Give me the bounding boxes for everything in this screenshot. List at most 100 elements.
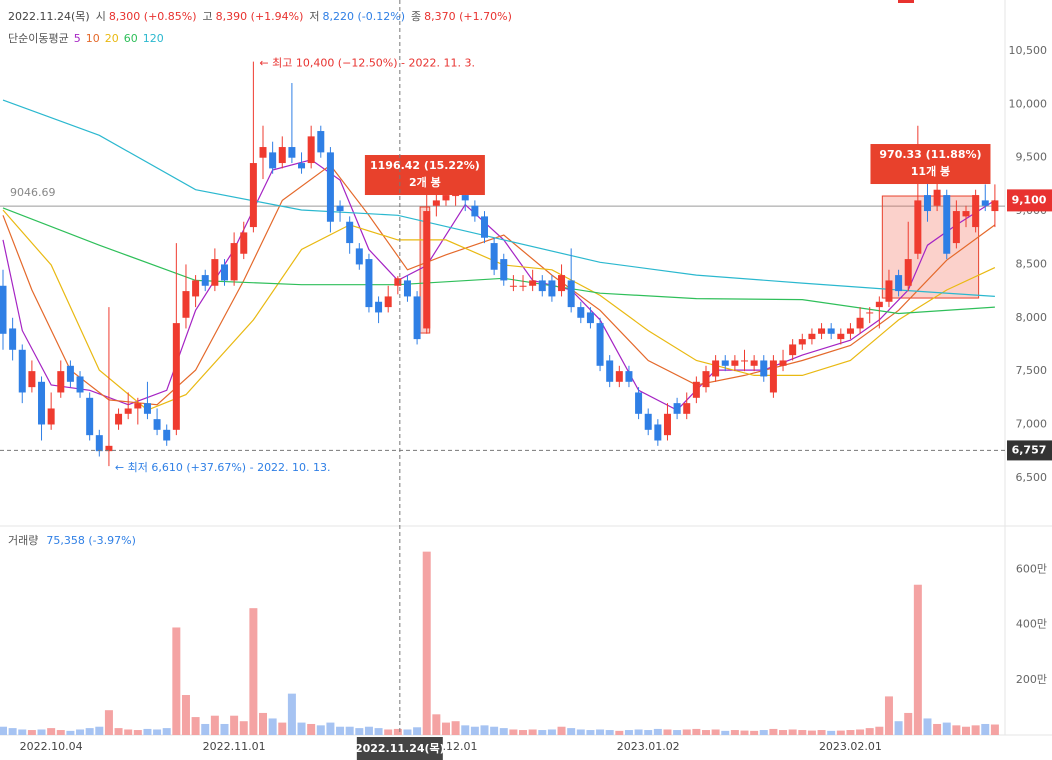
candle-body <box>38 381 46 425</box>
candle-body <box>172 323 180 430</box>
volume-bar <box>538 730 547 735</box>
candle-body <box>895 275 903 292</box>
volume-bar <box>615 730 624 735</box>
candle-body <box>432 200 440 206</box>
volume-bar <box>18 729 27 735</box>
volume-bar <box>326 722 335 735</box>
candle-body <box>798 339 806 345</box>
x-tick-label: 2022.11.01 <box>203 740 266 753</box>
volume-bar <box>0 726 7 735</box>
candle-body <box>972 195 980 228</box>
volume-bar <box>384 729 393 735</box>
volume-bar <box>788 729 797 735</box>
candle-body <box>654 424 662 441</box>
candle-body <box>558 275 566 292</box>
volume-bar <box>576 729 585 735</box>
ma-legend-entry: 120 <box>143 32 164 45</box>
volume-bar <box>779 730 788 735</box>
volume-bar <box>220 723 229 735</box>
volume-bar <box>259 712 268 735</box>
volume-bar <box>827 730 836 735</box>
volume-bar <box>422 551 431 735</box>
candle-body <box>365 259 373 308</box>
candle-body <box>529 280 537 286</box>
volume-bar <box>740 730 749 735</box>
volume-bar <box>971 725 980 735</box>
y-tick-label: 9,500 <box>1016 151 1048 164</box>
candle-body <box>57 371 65 393</box>
candle-body <box>124 408 132 414</box>
candle-body <box>923 195 931 212</box>
volume-bar <box>461 725 470 735</box>
candle-body <box>18 349 26 393</box>
ma-legend-entry: 5 <box>74 32 81 45</box>
candle-body <box>991 200 999 212</box>
candle-body <box>577 307 585 318</box>
candle-body <box>731 360 739 366</box>
candle-body <box>760 360 768 377</box>
volume-bar <box>519 730 528 735</box>
candle-body <box>615 371 623 382</box>
volume-bar <box>962 726 970 735</box>
candle-body <box>105 445 113 452</box>
volume-bar <box>480 725 489 735</box>
candle-body <box>423 211 431 329</box>
ohlc-header: 2022.11.24(목) 시 8,300 (+0.85%) 고 8,390 (+1.9… <box>8 10 512 23</box>
volume-bar <box>547 729 556 735</box>
candle-body <box>750 360 758 366</box>
volume-bar <box>239 721 248 735</box>
candle-body <box>741 360 749 362</box>
volume-bar <box>316 725 325 735</box>
volume-bar <box>624 730 633 735</box>
volume-bar <box>701 730 710 735</box>
volume-tick-label: 200만 <box>1016 673 1047 686</box>
volume-bar <box>942 722 951 735</box>
ma-legend-entry: 20 <box>105 32 119 45</box>
last-price-tag <box>1007 189 1052 212</box>
candle-body <box>904 259 912 286</box>
ma-legend-entry: 60 <box>124 32 138 45</box>
candle-body <box>375 301 383 313</box>
candle-body <box>288 147 296 158</box>
candle-body <box>394 278 402 286</box>
candle-body <box>230 243 238 281</box>
volume-bar <box>557 726 566 735</box>
crosshair-date-tag <box>356 737 443 760</box>
volume-bar <box>981 723 990 735</box>
candle-body <box>153 419 161 430</box>
candle-body <box>298 163 306 169</box>
volume-bar <box>865 728 874 735</box>
volume-bar <box>124 729 133 735</box>
candle-body <box>846 328 854 334</box>
volume-bar <box>836 730 845 735</box>
volume-bar <box>923 718 932 735</box>
volume-bar <box>249 608 258 735</box>
moving-average-line <box>2 164 996 406</box>
candle-body <box>115 413 123 425</box>
volume-bar <box>133 730 142 735</box>
candle-body <box>240 232 248 254</box>
candle-body <box>163 429 171 441</box>
volume-bar <box>721 730 730 735</box>
candle-body <box>702 371 710 388</box>
volume-bar <box>913 584 922 735</box>
y-tick-label: 6,500 <box>1016 471 1048 484</box>
candle-body <box>866 312 874 314</box>
measure-label-box <box>870 144 991 185</box>
candle-body <box>635 392 643 414</box>
volume-bar <box>692 728 701 735</box>
volume-bar <box>952 725 961 735</box>
volume-bar <box>8 728 17 735</box>
volume-bar <box>104 710 113 735</box>
candle-body <box>182 291 190 318</box>
crosshair-price-tag <box>1007 440 1052 461</box>
volume-bar <box>846 730 855 735</box>
moving-average-line <box>2 99 995 297</box>
candle-body <box>509 285 517 287</box>
candle-body <box>326 152 334 222</box>
candle-body <box>259 147 267 158</box>
volume-bar <box>856 729 865 735</box>
candle-body <box>278 147 286 164</box>
volume-bar <box>894 721 903 735</box>
candle-body <box>317 131 325 153</box>
